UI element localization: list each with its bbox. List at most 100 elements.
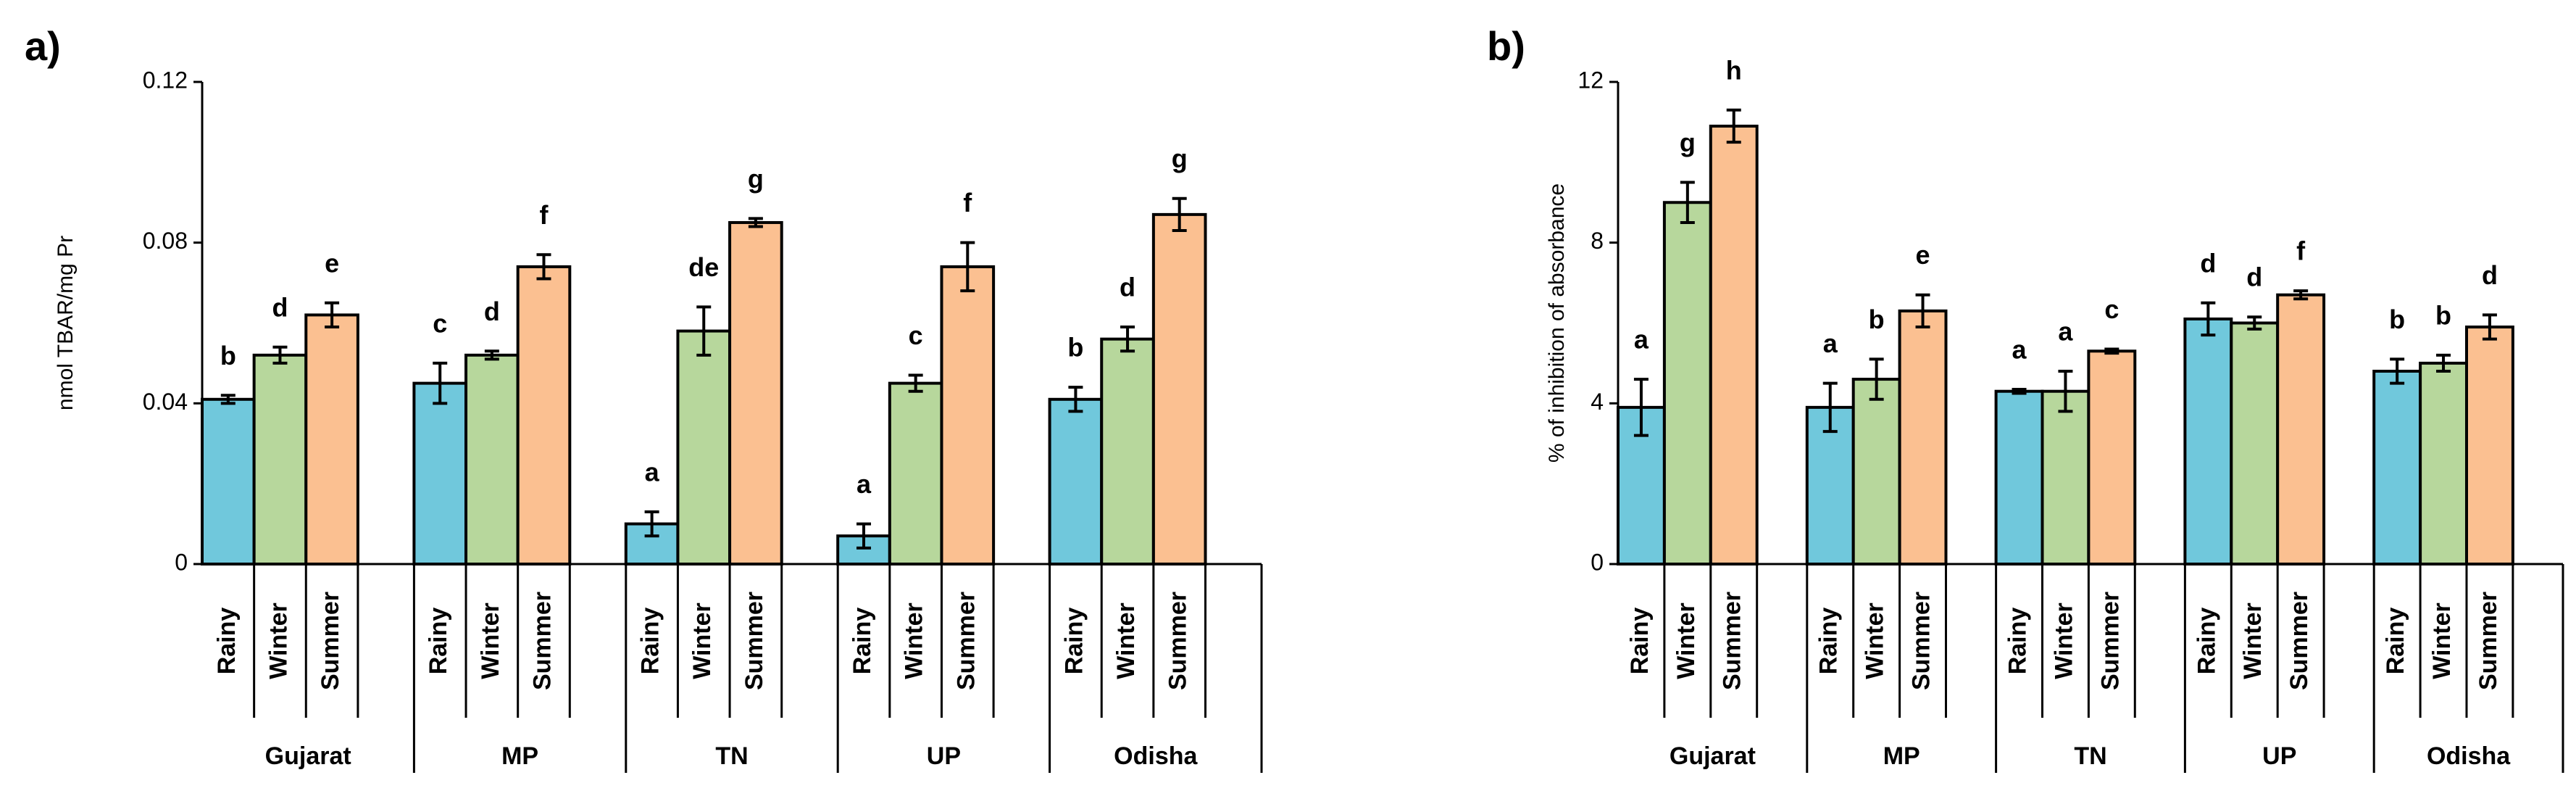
season-label: Winter [2050, 602, 2077, 679]
y-tick-label: 12 [1577, 67, 1604, 93]
season-label: Summer [1908, 592, 1935, 690]
bar [464, 353, 520, 566]
bar [2372, 370, 2422, 566]
bar [1709, 124, 1759, 566]
season-label: Rainy [637, 608, 664, 675]
bar [1048, 397, 1104, 566]
bar [1898, 309, 1948, 566]
season-label: Rainy [1815, 608, 1843, 675]
season-label: Winter [688, 602, 716, 679]
season-label: Rainy [849, 608, 876, 675]
significance-letter: b [2435, 300, 2451, 330]
significance-letter: b [1067, 333, 1083, 362]
season-label: Rainy [425, 608, 452, 675]
significance-letter: g [1172, 144, 1188, 173]
significance-letter: a [1823, 328, 1838, 358]
bar [728, 220, 783, 566]
bar [2464, 326, 2514, 566]
panel-label: b) [1487, 23, 1525, 69]
season-label: Summer [2285, 592, 2313, 690]
y-tick-label: 0.12 [143, 67, 188, 93]
significance-letter: c [909, 320, 923, 350]
significance-letter: f [539, 200, 549, 230]
season-label: Winter [2239, 602, 2267, 679]
season-label: Rainy [2004, 608, 2032, 675]
significance-letter: g [748, 164, 764, 194]
panel-label: a) [25, 23, 61, 69]
significance-letter: d [2246, 262, 2262, 292]
group-label: Gujarat [265, 742, 351, 770]
significance-letter: d [272, 292, 288, 322]
bar [2041, 389, 2091, 566]
bar [1662, 201, 1712, 566]
group-label: MP [1883, 742, 1920, 770]
significance-letter: e [325, 248, 339, 278]
season-label: Winter [1112, 602, 1140, 679]
significance-letter: a [2058, 317, 2073, 347]
bar [2183, 317, 2233, 566]
y-tick-label: 0 [175, 549, 188, 575]
season-label: Summer [952, 592, 980, 690]
season-label: Winter [901, 602, 928, 679]
significance-letter: g [1680, 128, 1696, 157]
season-label: Summer [528, 592, 556, 690]
season-label: Winter [1672, 602, 1700, 679]
season-label: Summer [2096, 592, 2124, 690]
significance-letter: a [856, 469, 872, 499]
bar [940, 265, 996, 566]
group-label: UP [927, 742, 961, 770]
season-label: Summer [1719, 592, 1746, 690]
bar [2230, 321, 2280, 566]
significance-letter: b [220, 341, 236, 370]
significance-letter: e [1916, 240, 1930, 270]
bar [304, 313, 359, 566]
significance-letter: a [2012, 334, 2027, 364]
y-tick-label: 0.08 [143, 228, 188, 254]
season-label: Rainy [1626, 608, 1654, 675]
y-tick-label: 0.04 [143, 389, 188, 415]
group-label: TN [715, 742, 748, 770]
bar [676, 329, 732, 566]
bar [888, 381, 943, 566]
significance-letter: c [2104, 294, 2119, 324]
y-tick-label: 0 [1591, 549, 1604, 575]
significance-letter: d [2200, 248, 2216, 278]
bar [2087, 349, 2137, 566]
significance-letter: d [484, 297, 500, 326]
bar [1805, 405, 1855, 566]
season-label: Winter [477, 602, 504, 679]
bar [201, 397, 256, 566]
significance-letter: f [2296, 236, 2306, 266]
y-axis-label: % of inhibition of absorbance [1545, 183, 1569, 463]
bar [1851, 378, 1901, 566]
bar [2419, 361, 2468, 566]
significance-letter: d [2482, 260, 2498, 290]
season-label: Winter [2428, 602, 2456, 679]
significance-letter: a [645, 457, 660, 486]
significance-letter: h [1726, 55, 1742, 85]
bar [412, 381, 468, 566]
y-tick-label: 4 [1591, 389, 1604, 415]
significance-letter: c [433, 308, 447, 338]
significance-letter: de [688, 252, 719, 282]
season-label: Rainy [1060, 608, 1088, 675]
season-label: Summer [317, 592, 344, 690]
group-label: UP [2262, 742, 2296, 770]
y-tick-label: 8 [1591, 228, 1604, 254]
significance-letter: f [963, 188, 972, 218]
bar [1994, 389, 2044, 566]
significance-letter: d [1120, 273, 1135, 302]
significance-letter: b [2389, 304, 2405, 334]
group-label: Gujarat [1670, 742, 1756, 770]
significance-letter: a [1634, 325, 1649, 355]
season-label: Summer [1164, 592, 1192, 690]
season-label: Winter [264, 602, 292, 679]
season-label: Rainy [213, 608, 241, 675]
bar [516, 265, 572, 566]
group-label: Odisha [2427, 742, 2511, 770]
bar [1151, 212, 1207, 566]
group-label: Odisha [1114, 742, 1198, 770]
season-label: Rainy [2193, 608, 2220, 675]
season-label: Winter [1862, 602, 1889, 679]
